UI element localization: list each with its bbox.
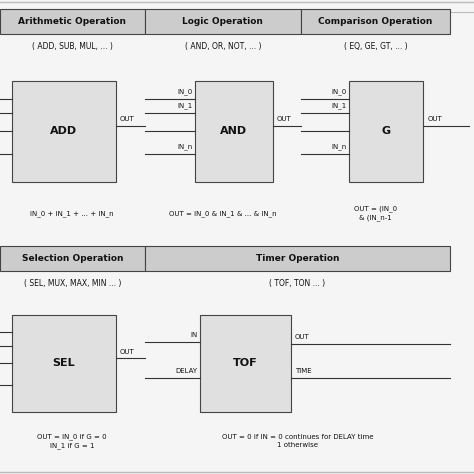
Text: DELAY: DELAY (175, 368, 197, 374)
Bar (200, 315, 292, 412)
Text: OUT: OUT (427, 117, 442, 122)
Bar (145, 246, 450, 271)
Text: TIME: TIME (295, 368, 312, 374)
Text: AND: AND (220, 127, 247, 137)
Text: ( ADD, SUB, MUL, ... ): ( ADD, SUB, MUL, ... ) (32, 43, 113, 51)
Text: ( AND, OR, NOT, ... ): ( AND, OR, NOT, ... ) (184, 43, 261, 51)
Text: OUT = 0 if IN = 0 continues for DELAY time
1 otherwise: OUT = 0 if IN = 0 continues for DELAY ti… (222, 434, 373, 448)
Text: TOF: TOF (233, 358, 258, 368)
Text: ( TOF, TON ... ): ( TOF, TON ... ) (269, 280, 326, 288)
Bar (11, 81, 116, 182)
Text: Selection Operation: Selection Operation (21, 255, 123, 263)
Text: IN_0: IN_0 (177, 89, 192, 95)
Text: ADD: ADD (50, 127, 77, 137)
Text: Comparison Operation: Comparison Operation (319, 18, 433, 26)
Text: G: G (382, 127, 391, 137)
Text: Arithmetic Operation: Arithmetic Operation (18, 18, 126, 26)
Text: OUT: OUT (119, 117, 134, 122)
Bar (195, 81, 273, 182)
Text: ( EQ, GE, GT, ... ): ( EQ, GE, GT, ... ) (344, 43, 408, 51)
Bar (145, 9, 301, 34)
Text: IN_1: IN_1 (177, 102, 192, 109)
Text: IN_n: IN_n (331, 143, 346, 150)
Bar (11, 315, 116, 412)
Text: IN: IN (190, 332, 197, 338)
Bar (301, 9, 450, 34)
Text: SEL: SEL (52, 358, 75, 368)
Text: Timer Operation: Timer Operation (255, 255, 339, 263)
Text: ( SEL, MUX, MAX, MIN ... ): ( SEL, MUX, MAX, MIN ... ) (24, 280, 121, 288)
Text: Logic Operation: Logic Operation (182, 18, 263, 26)
Bar (0, 246, 145, 271)
Text: OUT = IN_0 if G = 0
IN_1 if G = 1: OUT = IN_0 if G = 0 IN_1 if G = 1 (37, 433, 107, 449)
Text: OUT: OUT (277, 117, 292, 122)
Text: IN_n: IN_n (177, 143, 192, 150)
Bar (0, 9, 145, 34)
Text: IN_0 + IN_1 + ... + IN_n: IN_0 + IN_1 + ... + IN_n (30, 210, 114, 217)
Text: OUT = (IN_0
& (IN_n-1: OUT = (IN_0 & (IN_n-1 (354, 205, 397, 221)
Bar (349, 81, 423, 182)
Text: OUT = IN_0 & IN_1 & ... & IN_n: OUT = IN_0 & IN_1 & ... & IN_n (169, 210, 277, 217)
Text: OUT: OUT (295, 334, 310, 340)
Text: OUT: OUT (119, 349, 134, 355)
Text: IN_1: IN_1 (331, 102, 346, 109)
Text: IN_0: IN_0 (331, 89, 346, 95)
